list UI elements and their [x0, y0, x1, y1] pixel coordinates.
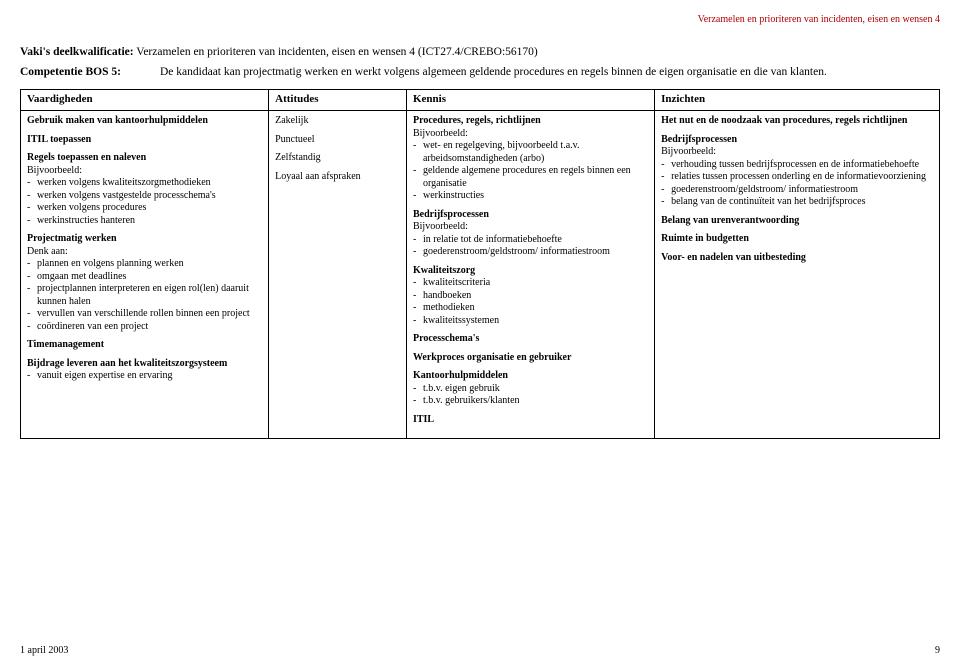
k-blk2-sub: Bijvoorbeeld: — [413, 221, 648, 234]
title-row: Vaki's deelkwalificatie: Verzamelen en p… — [20, 45, 940, 59]
k-blk4-h: Processchema's — [413, 333, 648, 346]
cell-vaardigheden: Gebruik maken van kantoorhulpmiddelen IT… — [21, 111, 269, 439]
k-blk1-list: wet- en regelgeving, bijvoorbeeld t.a.v.… — [413, 140, 648, 203]
k-blk3-list: kwaliteitscriteria handboeken methodieke… — [413, 277, 648, 327]
k-blk6-h: Kantoorhulpmiddelen — [413, 370, 648, 383]
page: Verzamelen en prioriteren van incidenten… — [0, 0, 960, 665]
v-blk4-h: Projectmatig werken — [27, 233, 262, 246]
list-item: t.b.v. gebruikers/klanten — [423, 395, 648, 408]
list-item: t.b.v. eigen gebruik — [423, 383, 648, 396]
header-right: Verzamelen en prioriteren van incidenten… — [20, 14, 940, 27]
list-item: kwaliteitscriteria — [423, 277, 648, 290]
k-blk6-list: t.b.v. eigen gebruik t.b.v. gebruikers/k… — [413, 383, 648, 408]
competence-desc: De kandidaat kan projectmatig werken en … — [160, 65, 940, 79]
competence-row: Competentie BOS 5: De kandidaat kan proj… — [20, 65, 940, 79]
v-blk3-list: werken volgens kwaliteitszorg­methodieke… — [27, 177, 262, 227]
i-blk2-h: Bedrijfsprocessen — [661, 134, 933, 147]
main-table: Vaardigheden Attitudes Kennis Inzichten … — [20, 89, 940, 439]
v-blk3-sub: Bijvoorbeeld: — [27, 165, 262, 178]
list-item: coördineren van een project — [37, 321, 262, 334]
a-item-2: Zelfstandig — [275, 152, 400, 165]
list-item: werken volgens procedures — [37, 202, 262, 215]
list-item: methodieken — [423, 302, 648, 315]
footer-date: 1 april 2003 — [20, 645, 68, 658]
list-item: werken volgens vastgestelde proces­schem… — [37, 190, 262, 203]
list-item: belang van de continuïteit van het bedri… — [671, 196, 933, 209]
list-item: relaties tussen processen onderling en d… — [671, 171, 933, 184]
list-item: in relatie tot de informatiebehoefte — [423, 234, 648, 247]
list-item: goederenstroom/geldstroom/ informatiestr… — [671, 184, 933, 197]
k-blk3-h: Kwaliteitszorg — [413, 265, 648, 278]
k-blk7-h: ITIL — [413, 414, 648, 427]
list-item: geldende algemene procedures en regels b… — [423, 165, 648, 190]
list-item: vanuit eigen expertise en ervaring — [37, 370, 262, 383]
list-item: vervullen van verschillende rollen binne… — [37, 308, 262, 321]
cell-kennis: Procedures, regels, richtlijnen Bijvoorb… — [406, 111, 654, 439]
v-blk3-h: Regels toepassen en naleven — [27, 152, 262, 165]
k-blk1-h: Procedures, regels, richtlijnen — [413, 115, 648, 128]
th-inzichten: Inzichten — [655, 90, 940, 111]
i-blk3-h: Belang van urenverantwoording — [661, 215, 933, 228]
list-item: werkinstructies — [423, 190, 648, 203]
v-blk6-h: Bijdrage leveren aan het kwaliteitszorgs… — [27, 358, 262, 371]
th-kennis: Kennis — [406, 90, 654, 111]
a-item-3: Loyaal aan afspraken — [275, 171, 400, 184]
table-header-row: Vaardigheden Attitudes Kennis Inzichten — [21, 90, 940, 111]
i-blk2-list: verhouding tussen bedrijfsprocessen en d… — [661, 159, 933, 209]
v-blk1-h: Gebruik maken van kantoorhulpmiddelen — [27, 115, 262, 128]
k-blk1-sub: Bijvoorbeeld: — [413, 128, 648, 141]
cell-attitudes: Zakelijk Punctueel Zelfstandig Loyaal aa… — [269, 111, 407, 439]
v-blk6-list: vanuit eigen expertise en ervaring — [27, 370, 262, 383]
list-item: wet- en regelgeving, bijvoorbeeld t.a.v.… — [423, 140, 648, 165]
v-blk4-list: plannen en volgens planning werken omgaa… — [27, 258, 262, 333]
th-attitudes: Attitudes — [269, 90, 407, 111]
list-item: projectplannen interpreteren en eigen ro… — [37, 283, 262, 308]
v-blk2-h: ITIL toepassen — [27, 134, 262, 147]
k-blk2-list: in relatie tot de informatiebehoefte goe… — [413, 234, 648, 259]
a-item-0: Zakelijk — [275, 115, 400, 128]
cell-inzichten: Het nut en de noodzaak van procedures, r… — [655, 111, 940, 439]
title-label: Vaki's deelkwalificatie: — [20, 46, 134, 58]
list-item: werken volgens kwaliteitszorg­methodieke… — [37, 177, 262, 190]
i-blk1-h: Het nut en de noodzaak van procedures, r… — [661, 115, 933, 128]
k-blk5-h: Werkproces organisatie en gebruiker — [413, 352, 648, 365]
i-blk4-h: Ruimte in budgetten — [661, 233, 933, 246]
table-body-row: Gebruik maken van kantoorhulpmiddelen IT… — [21, 111, 940, 439]
footer-page: 9 — [935, 645, 940, 658]
list-item: werkinstructies hanteren — [37, 215, 262, 228]
list-item: kwaliteitssystemen — [423, 315, 648, 328]
i-blk5-h: Voor- en nadelen van uitbesteding — [661, 252, 933, 265]
k-blk2-h: Bedrijfsprocessen — [413, 209, 648, 222]
a-item-1: Punctueel — [275, 134, 400, 147]
i-blk2-sub: Bijvoorbeeld: — [661, 146, 933, 159]
th-vaardigheden: Vaardigheden — [21, 90, 269, 111]
title-value: Verzamelen en prioriteren van incidenten… — [136, 46, 537, 58]
list-item: plannen en volgens planning werken — [37, 258, 262, 271]
list-item: omgaan met deadlines — [37, 271, 262, 284]
v-blk5-h: Timemanagement — [27, 339, 262, 352]
competence-label: Competentie BOS 5: — [20, 65, 160, 79]
v-blk4-sub: Denk aan: — [27, 246, 262, 259]
footer: 1 april 2003 9 — [20, 645, 940, 658]
list-item: handboeken — [423, 290, 648, 303]
list-item: goederenstroom/geldstroom/ informatiestr… — [423, 246, 648, 259]
list-item: verhouding tussen bedrijfsprocessen en d… — [671, 159, 933, 172]
